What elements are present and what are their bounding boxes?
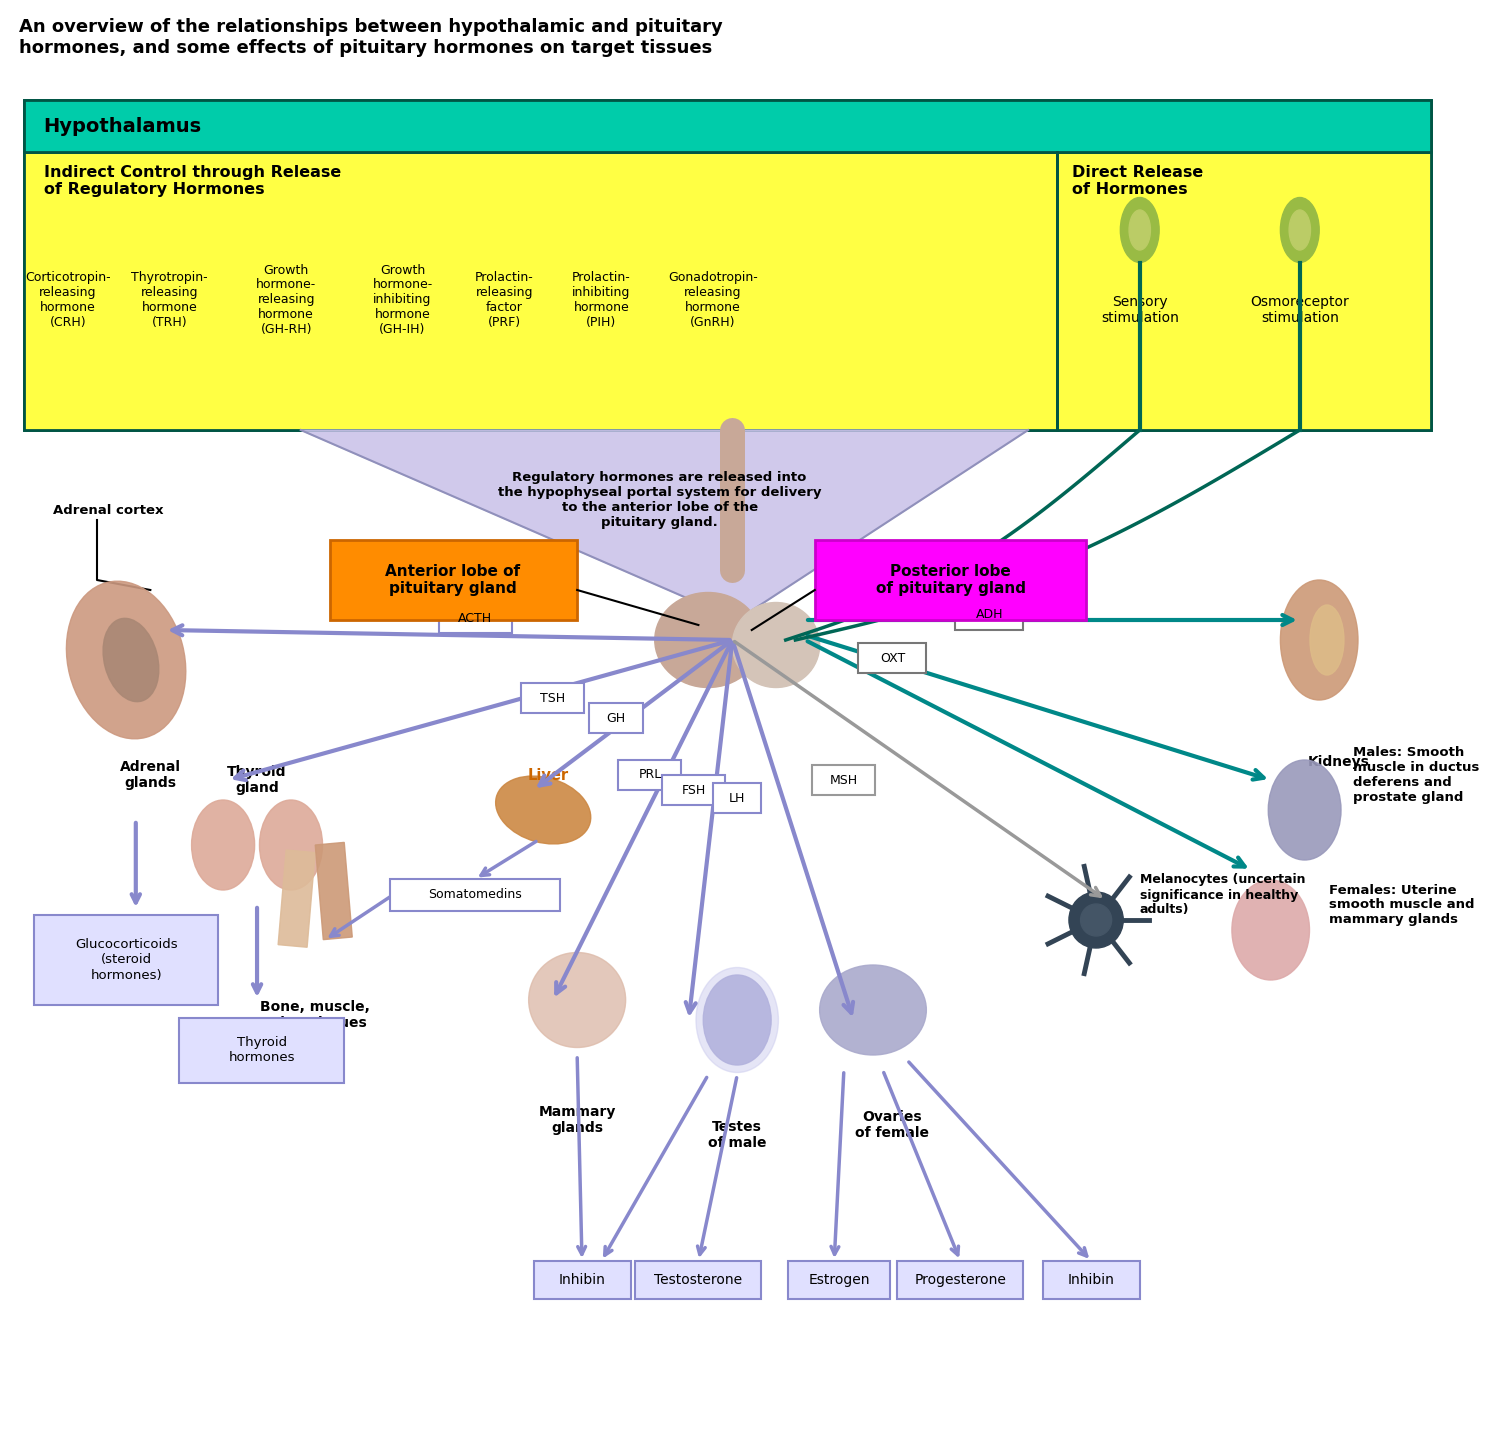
Ellipse shape: [66, 581, 186, 738]
Text: LH: LH: [729, 792, 746, 805]
Text: Testosterone: Testosterone: [654, 1273, 742, 1287]
Text: Liver: Liver: [528, 767, 568, 783]
Text: Sensory
stimulation: Sensory stimulation: [1101, 295, 1179, 325]
Polygon shape: [300, 430, 1028, 620]
Ellipse shape: [654, 593, 762, 687]
Text: Posterior lobe
of pituitary gland: Posterior lobe of pituitary gland: [876, 564, 1026, 596]
Text: MSH: MSH: [830, 773, 858, 786]
FancyBboxPatch shape: [1058, 153, 1431, 430]
Text: Osmoreceptor
stimulation: Osmoreceptor stimulation: [1251, 295, 1348, 325]
Text: Regulatory hormones are released into
the hypophyseal portal system for delivery: Regulatory hormones are released into th…: [498, 471, 822, 529]
FancyBboxPatch shape: [34, 915, 219, 1005]
Text: Prolactin-
releasing
factor
(PRF): Prolactin- releasing factor (PRF): [476, 272, 534, 328]
FancyBboxPatch shape: [330, 541, 578, 620]
FancyBboxPatch shape: [180, 1017, 345, 1082]
Ellipse shape: [1130, 211, 1150, 250]
Text: Indirect Control through Release
of Regulatory Hormones: Indirect Control through Release of Regu…: [44, 166, 340, 198]
Text: PRL: PRL: [639, 769, 662, 782]
FancyBboxPatch shape: [858, 644, 927, 673]
Ellipse shape: [1269, 760, 1341, 860]
Ellipse shape: [1310, 604, 1344, 676]
FancyBboxPatch shape: [636, 1261, 762, 1299]
Text: Thyrotropin-
releasing
hormone
(TRH): Thyrotropin- releasing hormone (TRH): [132, 272, 209, 328]
FancyBboxPatch shape: [712, 783, 762, 814]
Text: Growth
hormone-
releasing
hormone
(GH-RH): Growth hormone- releasing hormone (GH-RH…: [256, 263, 316, 337]
Text: ACTH: ACTH: [458, 612, 492, 625]
Text: Mammary
glands: Mammary glands: [538, 1104, 616, 1135]
Text: Adrenal cortex: Adrenal cortex: [54, 504, 164, 516]
FancyBboxPatch shape: [534, 1261, 630, 1299]
Text: Gonadotropin-
releasing
hormone
(GnRH): Gonadotropin- releasing hormone (GnRH): [668, 272, 758, 328]
Text: Adrenal
glands: Adrenal glands: [120, 760, 182, 790]
Text: GH: GH: [606, 712, 625, 725]
Ellipse shape: [1281, 198, 1318, 263]
Ellipse shape: [732, 603, 819, 687]
FancyBboxPatch shape: [390, 879, 560, 911]
Ellipse shape: [704, 975, 771, 1065]
Bar: [278, 850, 315, 947]
Text: Thyroid
gland: Thyroid gland: [228, 764, 286, 795]
Text: Bone, muscle,
other tissues: Bone, muscle, other tissues: [261, 1000, 370, 1030]
Ellipse shape: [696, 968, 778, 1072]
Text: Anterior lobe of
pituitary gland: Anterior lobe of pituitary gland: [386, 564, 520, 596]
Circle shape: [1080, 904, 1112, 936]
FancyBboxPatch shape: [788, 1261, 889, 1299]
Text: Somatomedins: Somatomedins: [429, 888, 522, 901]
Text: Corticotropin-
releasing
hormone
(CRH): Corticotropin- releasing hormone (CRH): [26, 272, 111, 328]
Ellipse shape: [260, 801, 322, 891]
FancyBboxPatch shape: [1042, 1261, 1140, 1299]
FancyBboxPatch shape: [815, 541, 1086, 620]
Text: Prolactin-
inhibiting
hormone
(PIH): Prolactin- inhibiting hormone (PIH): [572, 272, 632, 328]
Text: ADH: ADH: [975, 609, 1004, 622]
Text: Males: Smooth
muscle in ductus
deferens and
prostate gland: Males: Smooth muscle in ductus deferens …: [1353, 745, 1479, 804]
FancyBboxPatch shape: [440, 603, 512, 634]
Ellipse shape: [1232, 881, 1310, 979]
Text: FSH: FSH: [681, 783, 705, 796]
FancyBboxPatch shape: [618, 760, 681, 790]
Text: Progesterone: Progesterone: [915, 1273, 1007, 1287]
Text: Glucocorticoids
(steroid
hormones): Glucocorticoids (steroid hormones): [75, 939, 177, 981]
Text: Ovaries
of female: Ovaries of female: [855, 1110, 930, 1141]
Text: Melanocytes (uncertain
significance in healthy
adults): Melanocytes (uncertain significance in h…: [1140, 873, 1305, 917]
FancyBboxPatch shape: [24, 100, 1431, 153]
Text: Thyroid
hormones: Thyroid hormones: [228, 1036, 296, 1064]
Text: OXT: OXT: [880, 651, 904, 664]
Ellipse shape: [104, 619, 159, 702]
Ellipse shape: [495, 776, 591, 844]
Circle shape: [1070, 892, 1124, 947]
FancyBboxPatch shape: [662, 774, 724, 805]
Ellipse shape: [1281, 580, 1358, 700]
Text: Hypothalamus: Hypothalamus: [44, 116, 203, 135]
Ellipse shape: [192, 801, 255, 891]
FancyBboxPatch shape: [590, 703, 642, 732]
Text: Inhibin: Inhibin: [558, 1273, 606, 1287]
Text: Testes
of male: Testes of male: [708, 1120, 766, 1151]
Text: An overview of the relationships between hypothalamic and pituitary
hormones, an: An overview of the relationships between…: [20, 17, 723, 57]
Text: Females: Uterine
smooth muscle and
mammary glands: Females: Uterine smooth muscle and mamma…: [1329, 883, 1474, 927]
FancyBboxPatch shape: [897, 1261, 1023, 1299]
FancyBboxPatch shape: [956, 600, 1023, 631]
FancyBboxPatch shape: [24, 153, 1058, 430]
Ellipse shape: [1288, 211, 1311, 250]
Text: Direct Release
of Hormones: Direct Release of Hormones: [1072, 166, 1203, 198]
Text: Estrogen: Estrogen: [808, 1273, 870, 1287]
FancyBboxPatch shape: [522, 683, 585, 713]
Text: Kidneys: Kidneys: [1308, 756, 1370, 769]
Text: TSH: TSH: [540, 692, 566, 705]
Bar: [315, 843, 352, 940]
Ellipse shape: [819, 965, 927, 1055]
Text: Growth
hormone-
inhibiting
hormone
(GH-IH): Growth hormone- inhibiting hormone (GH-I…: [372, 263, 432, 337]
Text: Inhibin: Inhibin: [1068, 1273, 1114, 1287]
Ellipse shape: [528, 953, 626, 1048]
Ellipse shape: [1120, 198, 1160, 263]
FancyBboxPatch shape: [813, 764, 876, 795]
